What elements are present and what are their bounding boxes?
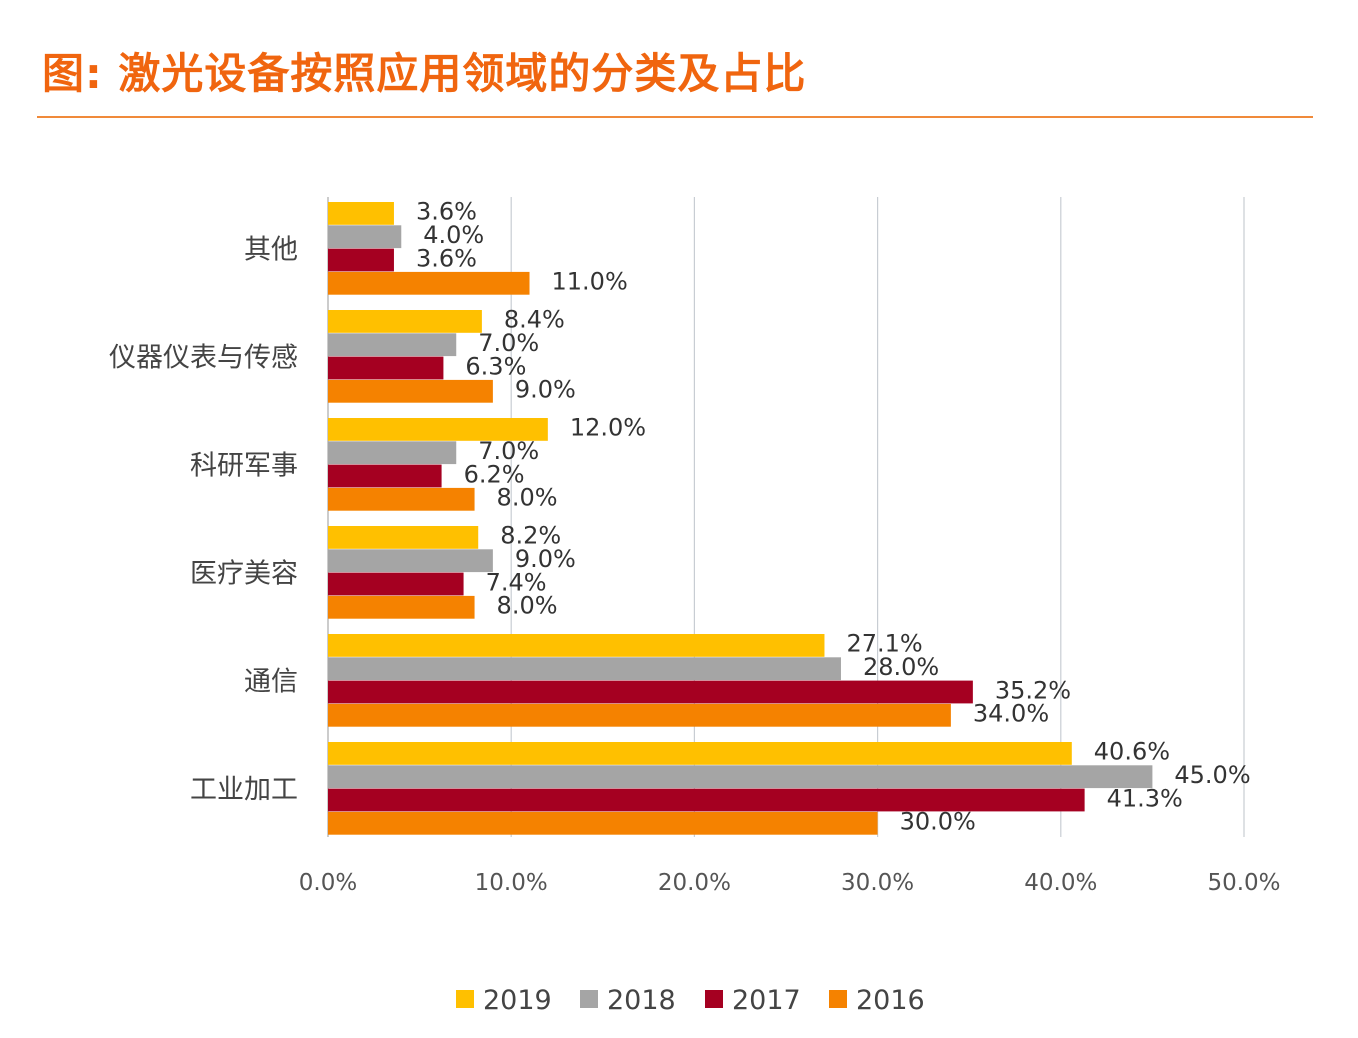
bar-2016	[328, 595, 475, 619]
data-label: 12.0%	[570, 414, 646, 442]
x-tick-label: 10.0%	[475, 870, 548, 896]
data-label: 8.0%	[497, 592, 558, 620]
data-label: 8.2%	[500, 522, 561, 550]
data-label: 34.0%	[973, 700, 1049, 728]
bar-2016	[328, 379, 493, 403]
category-label: 工业加工	[190, 775, 298, 806]
bar-2019	[328, 742, 1072, 765]
bar-2017	[328, 248, 394, 272]
bar-2019	[328, 202, 394, 225]
bar-2019	[328, 310, 482, 333]
bar-2016	[328, 703, 951, 727]
bar-2017	[328, 464, 442, 488]
category-label: 通信	[244, 667, 298, 698]
data-label: 6.3%	[465, 352, 526, 380]
x-tick-label: 20.0%	[658, 870, 731, 896]
legend-label: 2016	[856, 985, 925, 1016]
data-label: 8.4%	[504, 306, 565, 334]
legend-swatch-2018	[580, 990, 598, 1008]
data-label: 9.0%	[515, 376, 576, 404]
bar-2018	[328, 441, 457, 465]
data-label: 35.2%	[995, 676, 1071, 704]
x-tick-label: 30.0%	[841, 870, 914, 896]
bar-2019	[328, 634, 825, 657]
data-label: 27.1%	[846, 630, 922, 658]
category-label: 其他	[244, 235, 298, 266]
data-label: 6.2%	[464, 460, 525, 488]
bar-2019	[328, 418, 548, 441]
x-tick-label: 50.0%	[1207, 870, 1280, 896]
bar-2018	[328, 549, 493, 573]
bar-2017	[328, 572, 464, 596]
category-label: 医疗美容	[190, 559, 298, 590]
data-label: 30.0%	[900, 808, 976, 836]
chart-title: 图: 激光设备按照应用领域的分类及占比	[42, 49, 807, 98]
data-label: 11.0%	[552, 268, 628, 296]
data-label: 7.0%	[478, 329, 539, 357]
bar-2018	[328, 657, 841, 681]
data-label: 7.4%	[486, 568, 547, 596]
data-label: 45.0%	[1174, 761, 1250, 789]
x-tick-label: 40.0%	[1024, 870, 1097, 896]
data-label: 4.0%	[423, 221, 484, 249]
data-label: 3.6%	[416, 244, 477, 272]
data-label: 9.0%	[515, 545, 576, 573]
data-label: 40.6%	[1094, 738, 1170, 766]
bar-2017	[328, 356, 444, 380]
bar-2018	[328, 765, 1153, 789]
legend-swatch-2019	[456, 990, 474, 1008]
bar-2018	[328, 225, 402, 249]
data-label: 8.0%	[497, 484, 558, 512]
bar-2017	[328, 680, 973, 704]
x-tick-label: 0.0%	[299, 870, 357, 896]
title-divider	[37, 116, 1313, 118]
bar-2018	[328, 333, 457, 357]
bar-2016	[328, 811, 878, 835]
data-label: 41.3%	[1107, 784, 1183, 812]
bar-2016	[328, 271, 530, 295]
bar-2019	[328, 526, 479, 549]
category-label: 科研军事	[190, 451, 298, 482]
legend-swatch-2016	[829, 990, 847, 1008]
category-label: 仪器仪表与传感	[109, 343, 298, 374]
bar-2017	[328, 788, 1085, 812]
legend-label: 2018	[607, 985, 676, 1016]
legend-label: 2019	[483, 985, 552, 1016]
data-label: 3.6%	[416, 198, 477, 226]
data-label: 28.0%	[863, 653, 939, 681]
legend-label: 2017	[732, 985, 801, 1016]
bar-2016	[328, 487, 475, 511]
legend-swatch-2017	[705, 990, 723, 1008]
data-label: 7.0%	[478, 437, 539, 465]
